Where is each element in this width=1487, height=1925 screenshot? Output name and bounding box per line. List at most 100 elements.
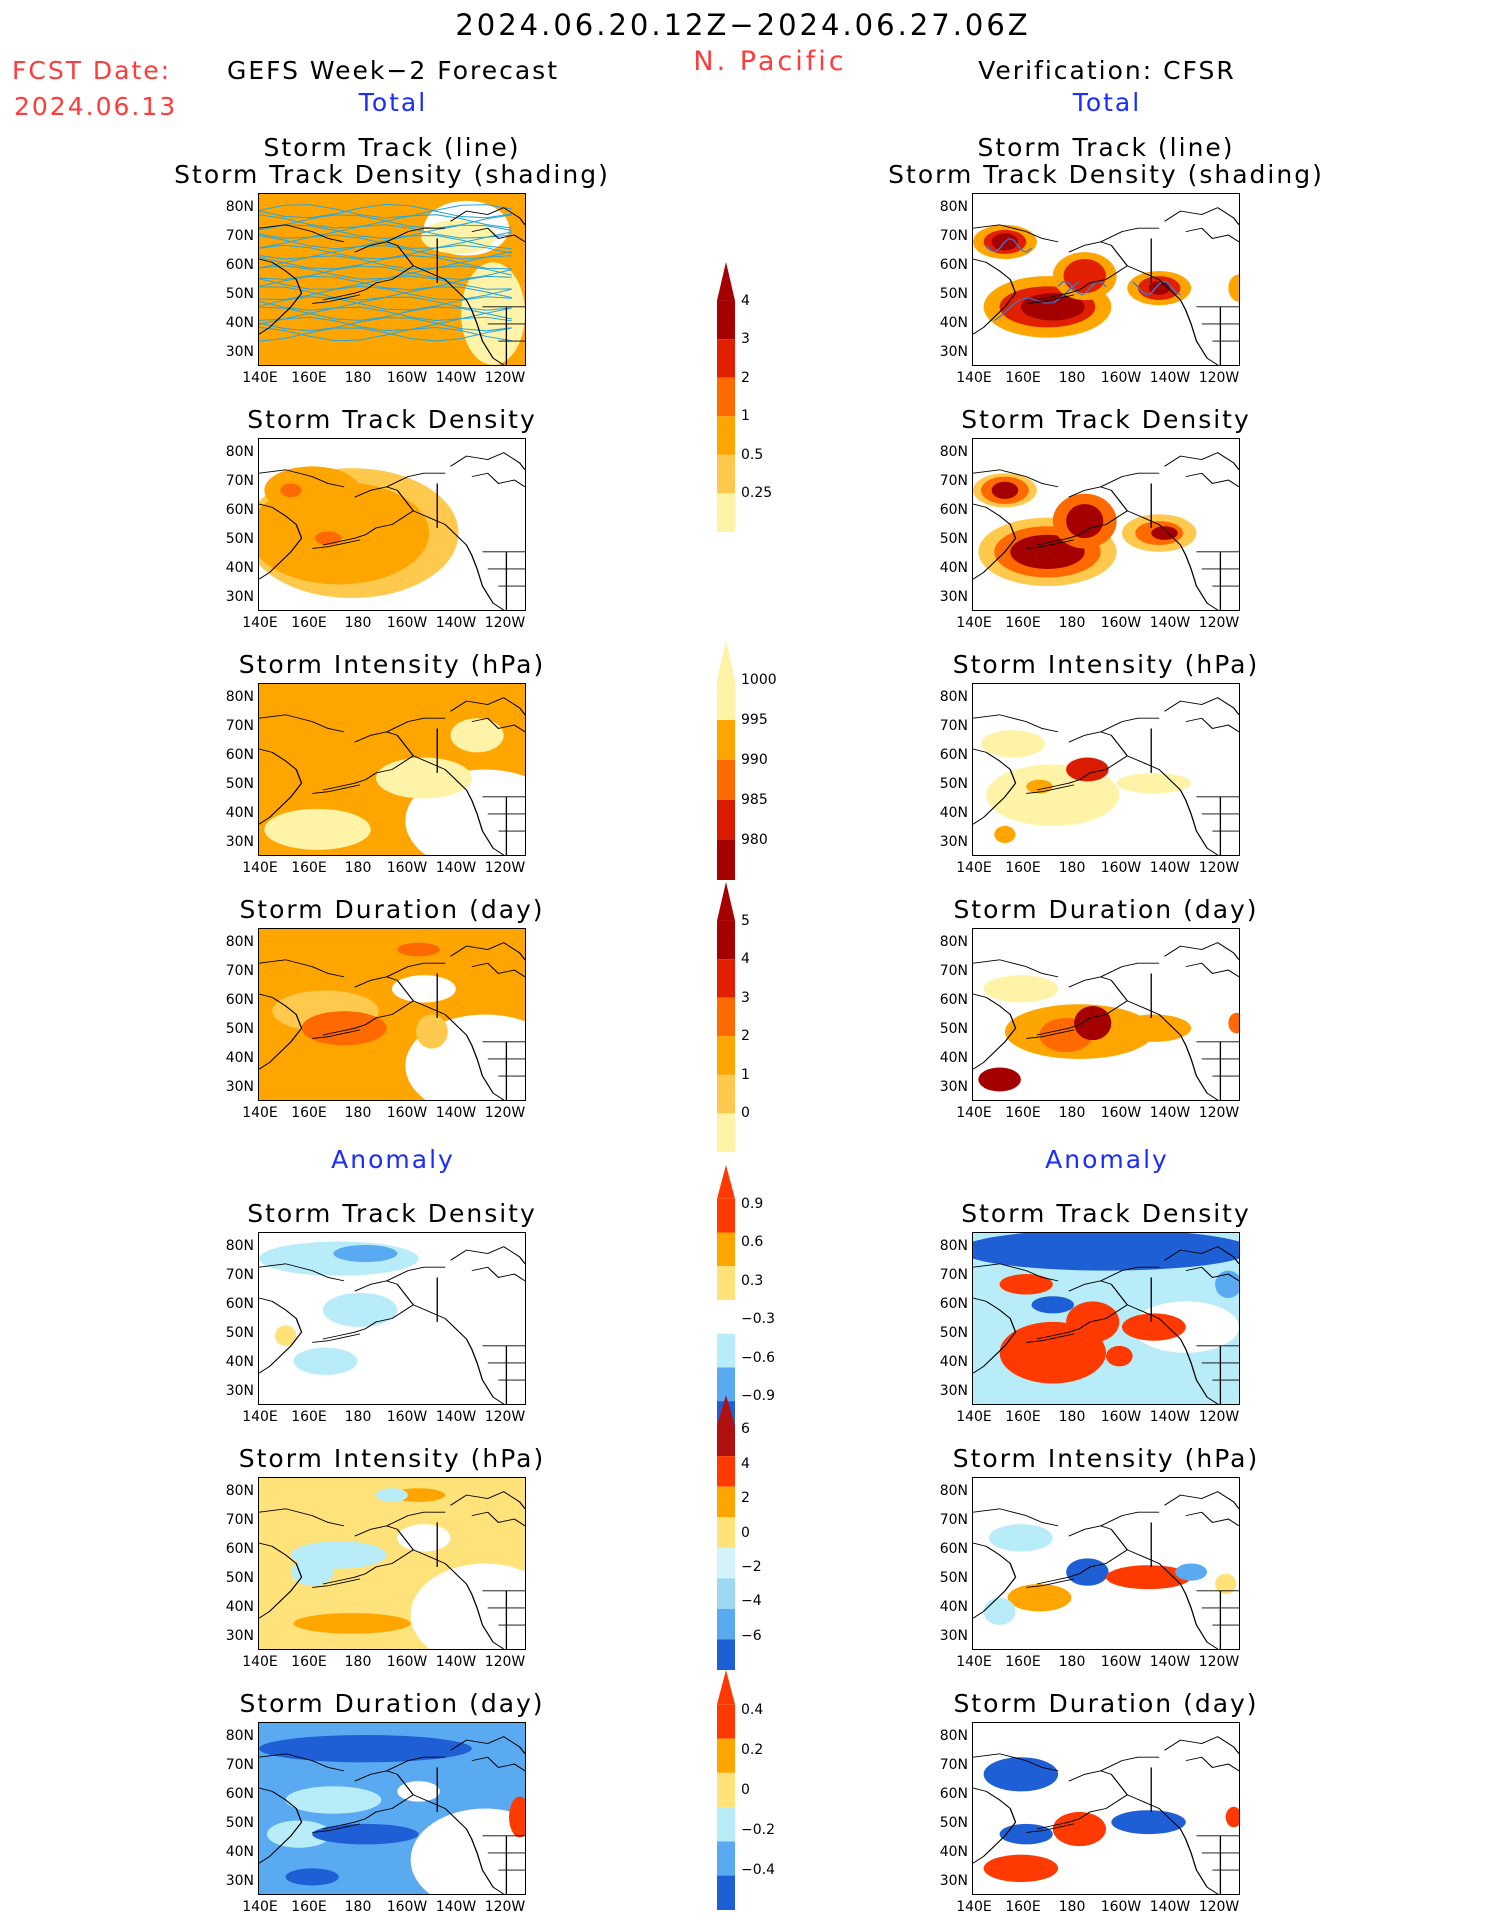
coastline <box>1164 1491 1239 1509</box>
forecast-map-aint <box>258 1477 526 1650</box>
map-plot <box>973 1478 1239 1649</box>
colorbar-segment <box>717 920 735 960</box>
x-tick-label: 140E <box>242 615 278 631</box>
colorbar-graphic <box>717 262 735 532</box>
y-tick-label: 40N <box>939 1050 968 1066</box>
colorbar-segment <box>717 377 735 417</box>
colorbar-cap <box>717 640 735 680</box>
y-tick-label: 70N <box>939 1757 968 1773</box>
coastline <box>259 748 303 825</box>
colorbar-segment <box>717 339 735 378</box>
shading-cell <box>293 1347 358 1375</box>
storm-track-line <box>259 316 512 332</box>
colorbar-tick-label: −0.2 <box>741 1822 775 1838</box>
x-tick-label: 120W <box>1198 1105 1240 1121</box>
colorbar-tick-label: 0 <box>741 1782 750 1798</box>
x-tick-label: 160W <box>1100 615 1142 631</box>
colorbar-tick-label: 0.4 <box>741 1702 764 1718</box>
shading-cell <box>1116 772 1192 794</box>
colorbar-cap <box>717 840 735 880</box>
y-tick-label: 60N <box>939 257 968 273</box>
y-tick-label: 80N <box>225 444 254 460</box>
y-tick-label: 60N <box>939 502 968 518</box>
shading-cell <box>1066 757 1109 782</box>
shading-cell <box>376 757 472 799</box>
colorbar-cap <box>717 493 735 532</box>
coastline <box>1036 1525 1129 1585</box>
y-tick-label: 60N <box>225 747 254 763</box>
y-tick-label: 30N <box>225 344 254 360</box>
forecast-map-track <box>258 193 526 366</box>
shading-cell <box>1116 1014 1192 1042</box>
x-tick-label: 180 <box>344 860 372 876</box>
coastline <box>1026 1029 1075 1039</box>
coastline <box>259 1753 345 1772</box>
y-tick-label: 70N <box>939 473 968 489</box>
verification-map-density <box>972 438 1240 611</box>
y-tick-label: 80N <box>939 199 968 215</box>
panel-title-track_line: Storm Track (line) <box>977 133 1235 162</box>
x-tick-label: 180 <box>1058 860 1086 876</box>
shading-cell <box>1066 1558 1109 1586</box>
colorbar-cap <box>717 1395 735 1426</box>
coastline <box>312 1823 361 1833</box>
map-plot <box>259 684 525 855</box>
x-tick-label: 120W <box>484 1654 526 1670</box>
y-tick-label: 60N <box>225 1541 254 1557</box>
y-tick-label: 50N <box>939 1815 968 1831</box>
y-tick-label: 30N <box>939 1383 968 1399</box>
map-plot <box>259 929 525 1100</box>
colorbar-duration_anomaly: 0.4 0.2 0 −0.2 −0.4 <box>715 1670 825 1920</box>
y-tick-label: 50N <box>225 1021 254 1037</box>
colorbar-tick-label: 4 <box>741 951 750 968</box>
colorbar-tick-label: 0 <box>741 1524 750 1541</box>
shading-cell <box>293 1613 411 1634</box>
coastline <box>450 1491 525 1509</box>
storm-track-line <box>259 224 512 239</box>
coastline <box>1026 539 1075 549</box>
storm-track-line <box>259 296 512 311</box>
colorbar-segment <box>717 720 735 760</box>
shading-cell <box>274 1325 297 1346</box>
verification-map-adens <box>972 1232 1240 1405</box>
x-tick-label: 120W <box>1198 615 1240 631</box>
x-tick-label: 160E <box>291 1654 327 1670</box>
coastline <box>322 1525 415 1585</box>
y-tick-label: 70N <box>939 963 968 979</box>
x-tick-label: 140E <box>956 860 992 876</box>
shading-cell <box>301 1011 387 1046</box>
coastline <box>1164 1246 1239 1264</box>
x-tick-label: 140W <box>435 860 477 876</box>
shading-cell <box>1026 779 1053 794</box>
shading-cell <box>259 1241 419 1276</box>
x-tick-label: 120W <box>484 615 526 631</box>
x-tick-label: 120W <box>1198 860 1240 876</box>
x-tick-label: 160E <box>291 370 327 386</box>
colorbar-tick-label: 0.2 <box>741 1742 764 1758</box>
shading-cell <box>1063 258 1106 294</box>
coastline <box>312 539 361 549</box>
shading-cell <box>1066 503 1104 539</box>
x-tick-label: 160W <box>386 1654 428 1670</box>
coastline <box>322 1280 415 1340</box>
colorbar-segment <box>717 760 735 800</box>
colorbar-graphic <box>717 1670 735 1910</box>
panel-title-track_shading: Storm Track Density (shading) <box>174 160 610 189</box>
x-tick-label: 180 <box>1058 1409 1086 1425</box>
x-tick-label: 120W <box>1198 370 1240 386</box>
verification-map-adur <box>972 1722 1240 1895</box>
colorbar-segment <box>717 1425 735 1457</box>
map-plot <box>973 439 1239 610</box>
panel-title-density: Storm Track Density <box>247 405 537 434</box>
y-tick-label: 70N <box>225 963 254 979</box>
colorbar-segment <box>717 680 735 720</box>
colorbar-graphic <box>717 882 735 1152</box>
x-tick-label: 180 <box>1058 1105 1086 1121</box>
coastline <box>1100 1266 1160 1282</box>
colorbar-tick-label: 4 <box>741 1455 750 1472</box>
coastline <box>471 1756 525 1772</box>
x-tick-label: 140E <box>956 615 992 631</box>
coastline <box>1164 207 1239 225</box>
coastline <box>1100 472 1160 488</box>
colorbar-tick-label: −6 <box>741 1627 762 1644</box>
